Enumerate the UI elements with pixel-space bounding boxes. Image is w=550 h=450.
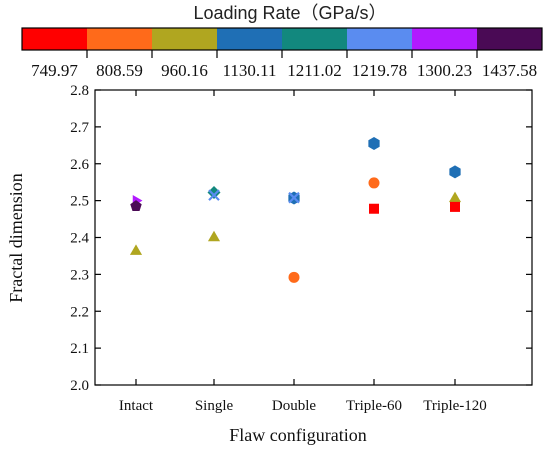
data-points xyxy=(129,136,462,283)
x-tick-label-intact: Intact xyxy=(119,398,154,414)
plot-area xyxy=(94,89,533,386)
legend-label-1437.58: 1437.58 xyxy=(482,61,537,80)
y-tick-label: 2.3 xyxy=(70,267,89,283)
data-point-triple-120-749.97 xyxy=(450,201,460,212)
legend-swatch-960.16 xyxy=(152,28,217,50)
legend-bar-frame xyxy=(21,27,543,51)
data-point-triple-60-1130.11 xyxy=(368,136,380,150)
legend-swatch-1219.78 xyxy=(347,28,412,50)
y-tick-label: 2.6 xyxy=(70,157,89,173)
legend-label-749.97: 749.97 xyxy=(31,61,78,80)
data-point-intact-960.16 xyxy=(129,244,143,255)
data-point-intact-1437.58 xyxy=(130,200,142,212)
data-point-triple-120-960.16 xyxy=(448,191,462,203)
y-tick-label: 2.2 xyxy=(70,304,89,320)
legend-label-1130.11: 1130.11 xyxy=(223,61,277,80)
data-point-triple-60-749.97 xyxy=(369,203,379,214)
legend-label-1211.02: 1211.02 xyxy=(287,61,342,80)
legend-color-bar xyxy=(21,27,543,58)
legend-label-1300.23: 1300.23 xyxy=(417,61,472,80)
y-axis-label: Fractal dimension xyxy=(6,173,26,302)
x-axis: Intact Single Double Triple-60 Triple-120 xyxy=(119,90,487,414)
legend-swatch-1300.23 xyxy=(412,28,477,50)
x-axis-label: Flaw configuration xyxy=(229,425,366,445)
data-point-triple-120-1130.11 xyxy=(449,165,461,179)
data-point-double-1219.78 xyxy=(288,191,300,204)
legend-labels: 749.97 808.59 960.16 1130.11 1211.02 1219.78 1… xyxy=(31,61,537,80)
y-tick-label: 2.1 xyxy=(70,341,89,357)
legend-swatch-1437.58 xyxy=(477,28,542,50)
x-tick-label-double: Double xyxy=(272,398,317,414)
legend-swatch-749.97 xyxy=(22,28,87,50)
y-tick-label: 2.8 xyxy=(70,83,89,99)
x-tick-label-triple-120: Triple-120 xyxy=(423,398,487,414)
y-tick-label: 2.5 xyxy=(70,194,89,210)
legend-swatch-1211.02 xyxy=(282,28,347,50)
x-tick-label-single: Single xyxy=(195,398,234,414)
legend-label-960.16: 960.16 xyxy=(161,61,208,80)
legend-swatch-1130.11 xyxy=(217,28,282,50)
y-axis: 2.0 2.1 2.2 2.3 2.4 2.5 2.6 2.7 2.8 xyxy=(70,83,532,394)
data-point-single-960.16 xyxy=(207,230,221,242)
y-tick-label: 2.4 xyxy=(70,231,89,247)
y-tick-label: 2.0 xyxy=(70,378,89,394)
data-point-triple-60-808.59 xyxy=(368,177,380,189)
legend-swatch-808.59 xyxy=(87,28,152,50)
legend-title: Loading Rate（GPa/s） xyxy=(193,3,386,23)
legend-label-808.59: 808.59 xyxy=(96,61,143,80)
data-point-double-808.59 xyxy=(288,271,300,283)
data-point-single-1211.02 xyxy=(207,186,221,200)
x-tick-label-triple-60: Triple-60 xyxy=(346,398,402,414)
data-point-single-1219.78 xyxy=(208,189,220,201)
y-tick-label: 2.7 xyxy=(70,120,89,136)
legend-label-1219.78: 1219.78 xyxy=(352,61,407,80)
